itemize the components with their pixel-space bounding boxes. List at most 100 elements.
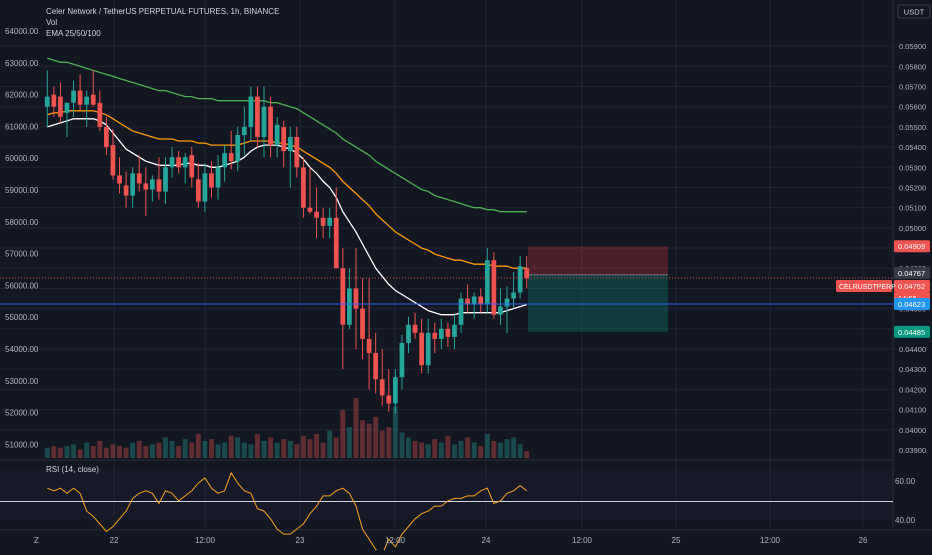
candle-body [110,145,116,176]
time-axis-label[interactable]: 25 [672,536,681,545]
right-axis-label: 0.05700 [899,83,926,92]
rsi-level-60: 60.00 [895,477,916,486]
ema-line-ema-25 [47,118,527,316]
volume-bar [274,442,280,458]
candles [44,70,530,414]
candle-body [353,288,359,309]
candle-body [419,332,424,366]
candle-body [432,332,438,339]
candle-body [176,157,181,168]
volume-bar [71,444,77,458]
candle-body [195,179,201,202]
volume-bar [123,447,129,458]
target-price-badge[interactable]: 0.04909 [898,242,925,251]
horizontal-lines[interactable] [0,277,893,305]
left-axis-label: 63000.00 [5,59,39,68]
candle-body [90,94,96,105]
stop-price-badge[interactable]: 0.04485 [898,328,925,337]
right-axis-label: 0.04300 [899,365,926,374]
time-axis-label[interactable]: 26 [859,536,868,545]
candle-body [228,153,234,162]
right-axis-label: 0.04200 [899,385,926,394]
left-axis-label: 60000.00 [5,154,39,163]
candle-body [51,94,57,107]
vol-label: Vol [46,18,57,27]
volume-bar [353,398,359,458]
candle-body [268,106,273,146]
left-axis-label: 51000.00 [5,440,39,449]
entry-price-badge-box[interactable] [894,266,930,279]
time-axis[interactable]: 22 12:00 23 12:00 24 12:00 25 12:00 26 [110,536,868,545]
time-axis-label[interactable]: 12:00 [195,536,216,545]
volume-bar [366,423,372,458]
right-price-axis[interactable]: 0.05900 0.05800 0.05700 0.05600 0.05500 0.054… [836,42,930,455]
candle-body [465,298,470,305]
volume-bar [314,434,320,458]
symbol-badge-box[interactable] [836,279,892,292]
profit-target-zone[interactable] [528,246,668,275]
rsi-band [0,468,893,519]
symbol-badge[interactable]: CELRUSDTPERP [839,284,896,291]
candle-body [484,260,490,305]
time-axis-label[interactable]: 22 [110,536,119,545]
volume-bar [399,432,405,458]
position-zones[interactable] [528,246,668,332]
target-price-badge-box[interactable] [894,240,930,253]
candle-body [366,338,372,354]
candle-body [438,328,444,339]
current-price-badge-box[interactable] [894,279,930,292]
volume-bars [44,398,530,458]
current-price-badge[interactable]: 0.04752 [898,282,925,291]
time-axis-label[interactable]: 24 [482,536,491,545]
entry-price-badge[interactable]: 0.04767 [898,269,925,278]
ema-lines [47,57,527,316]
time-axis-label[interactable]: 23 [296,536,305,545]
right-axis-label: 0.05900 [899,42,926,51]
candle-body [130,173,136,196]
candle-body [123,185,129,196]
currency-button[interactable]: USDT [897,4,931,19]
currency-button-label[interactable]: USDT [904,8,925,17]
left-axis-label: 53000.00 [5,377,39,386]
horizontal-line-badge-box[interactable] [894,297,930,310]
timezone-corner[interactable]: Z [34,536,39,545]
candle-body [84,96,90,105]
volume-bar [458,440,464,458]
volume-bar [261,440,267,458]
candle-body [64,102,70,113]
volume-bar [287,440,293,458]
volume-bar [228,435,234,458]
candle-body [97,102,103,127]
volume-bar [241,442,247,458]
candle-body [143,183,149,190]
currency-button-box[interactable] [897,4,931,19]
left-axis-label: 52000.00 [5,409,39,418]
volume-bar [307,439,313,458]
time-axis-label[interactable]: 12:00 [760,536,781,545]
stop-price-badge-box[interactable] [894,325,930,338]
horizontal-line-badge[interactable]: 0.04623 [898,300,925,309]
volume-bar [438,442,444,458]
volume-bar [281,439,287,458]
left-axis-label: 62000.00 [5,91,39,100]
candle-body [301,167,306,208]
volume-bar [360,420,366,458]
right-axis-label: 0.05100 [899,204,926,213]
time-axis-label[interactable]: 12:00 [385,536,406,545]
right-axis-label: 0.05600 [899,103,926,112]
candle-body [320,217,326,226]
volume-bar [77,449,83,458]
volume-bar [268,437,274,458]
stop-zone[interactable] [528,274,668,332]
time-axis-label[interactable]: 12:00 [572,536,593,545]
candle-body [504,298,510,307]
volume-bar [136,440,142,458]
candle-body [235,134,241,162]
legend: Celer Network / TetherUS PERPETUAL FUTUR… [46,7,279,38]
volume-bar [84,442,90,458]
right-axis-label: 0.05400 [899,143,926,152]
volume-bar [406,437,411,458]
volume-bar [156,442,162,458]
